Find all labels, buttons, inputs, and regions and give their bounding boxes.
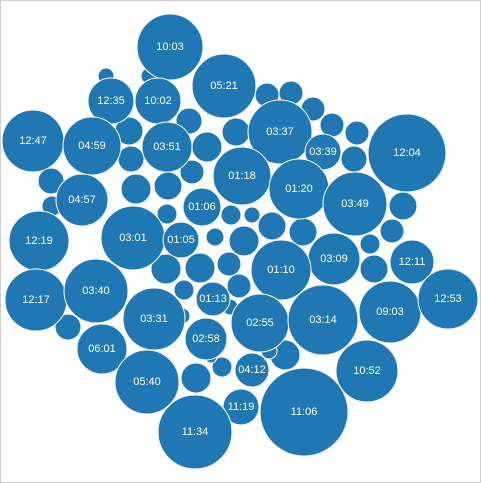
bubble (335, 339, 399, 403)
bubble (307, 232, 361, 286)
bubble (417, 268, 479, 330)
bubble-unlabeled (184, 252, 216, 284)
bubble (162, 221, 200, 259)
bubble-unlabeled (344, 120, 370, 146)
bubble (1, 109, 65, 173)
bubble (259, 367, 349, 457)
bubble-unlabeled (173, 279, 195, 301)
bubble (184, 317, 228, 361)
bubble-unlabeled (117, 145, 145, 173)
bubble-unlabeled (211, 356, 233, 378)
bubble (287, 284, 359, 356)
bubble-unlabeled (359, 233, 381, 255)
bubble-unlabeled (388, 191, 418, 221)
bubble (230, 293, 290, 353)
bubble (182, 187, 222, 227)
bubble (8, 210, 70, 272)
bubble (114, 349, 180, 415)
bubble-unlabeled (120, 173, 152, 205)
bubble (250, 239, 312, 301)
bubble-unlabeled (54, 313, 82, 341)
bubble (212, 146, 272, 206)
bubble-unlabeled (205, 227, 225, 247)
bubble (268, 158, 330, 220)
bubble (136, 13, 204, 81)
bubble (76, 323, 128, 375)
bubble (367, 113, 447, 193)
bubble-unlabeled (243, 206, 261, 224)
bubble (63, 258, 129, 324)
bubble (191, 53, 257, 119)
bubble-unlabeled (150, 253, 182, 285)
bubble-unlabeled (221, 117, 251, 147)
bubble-unlabeled (179, 159, 205, 185)
bubble-unlabeled (359, 254, 389, 284)
bubble (122, 287, 186, 351)
bubble-unlabeled (228, 225, 260, 257)
bubble (222, 388, 260, 426)
bubble-unlabeled (257, 211, 287, 241)
bubble (358, 280, 422, 344)
bubble (389, 239, 435, 285)
bubble-unlabeled (288, 217, 318, 247)
bubble-unlabeled (319, 112, 345, 138)
bubble (322, 171, 388, 237)
bubble-unlabeled (191, 131, 223, 163)
bubble-unlabeled (226, 273, 252, 299)
bubble-unlabeled (153, 171, 183, 201)
bubble-unlabeled (216, 251, 242, 277)
bubble (134, 77, 182, 125)
bubble-unlabeled (180, 362, 212, 394)
bubble (247, 99, 313, 165)
bubble-unlabeled (340, 145, 368, 173)
bubble-unlabeled (156, 203, 178, 225)
bubble (195, 281, 231, 317)
bubble-unlabeled (379, 218, 405, 244)
bubble (234, 352, 270, 388)
bubble (100, 205, 166, 271)
bubble-unlabeled (220, 204, 242, 226)
bubble (55, 173, 109, 227)
bubble (62, 116, 122, 176)
bubble (4, 268, 68, 332)
bubble (157, 394, 233, 470)
bubble (141, 121, 193, 173)
bubble (304, 133, 342, 171)
